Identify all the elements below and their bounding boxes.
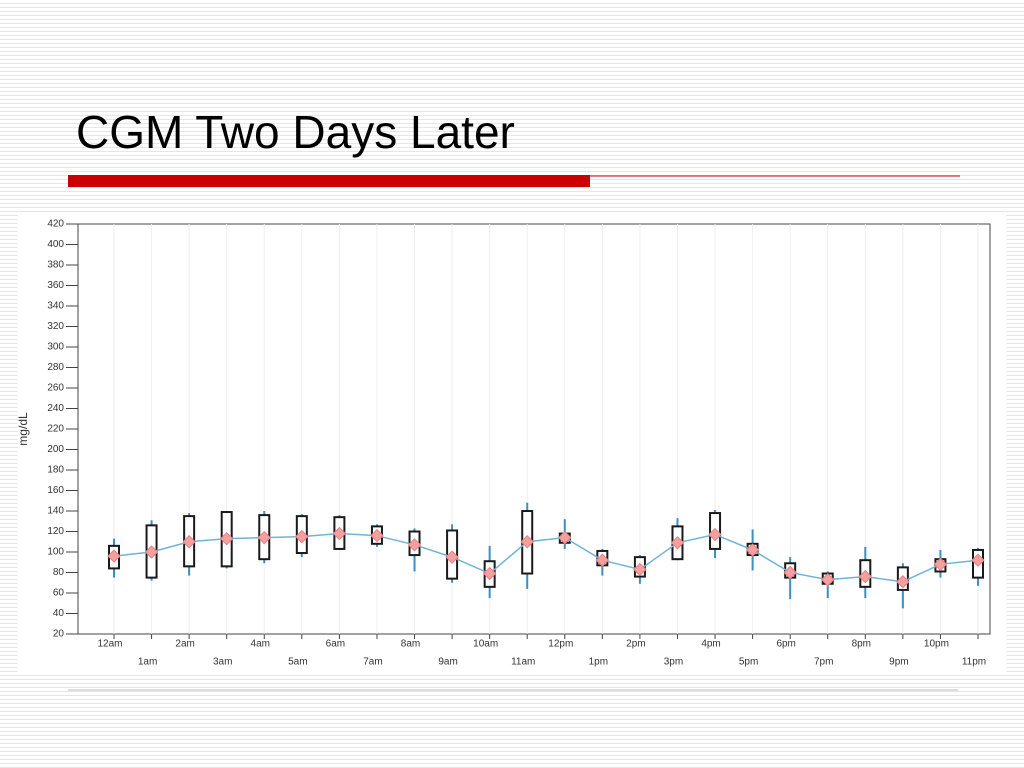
y-tick-label: 180 (47, 465, 64, 476)
mean-marker (896, 575, 910, 589)
y-tick-label: 100 (47, 547, 64, 558)
title-bar (68, 175, 590, 187)
x-tick-label: 8pm (852, 639, 871, 650)
y-tick-label: 260 (47, 383, 64, 394)
y-tick-label: 320 (47, 321, 64, 332)
plot-area (77, 223, 991, 635)
x-tick-label: 9pm (889, 657, 908, 668)
mean-marker (482, 566, 497, 581)
y-tick-label: 160 (47, 485, 64, 496)
mean-marker (144, 545, 159, 559)
y-tick-label: 360 (47, 280, 64, 291)
mean-marker (219, 531, 234, 546)
mean-marker (745, 543, 760, 557)
x-tick-label: 1pm (589, 657, 608, 668)
mean-marker (933, 557, 948, 572)
mean-marker (332, 526, 347, 541)
mean-marker (595, 553, 610, 567)
x-tick-label: 10pm (924, 639, 949, 650)
y-tick-label: 220 (47, 424, 64, 435)
y-tick-label: 300 (47, 342, 64, 353)
y-tick-label: 20 (53, 629, 65, 640)
x-tick-label: 5pm (739, 657, 758, 668)
y-tick-label: 120 (47, 526, 64, 537)
x-tick-label: 5am (288, 657, 307, 668)
x-tick-label: 1am (138, 657, 157, 668)
y-axis-label: mg/dL (16, 412, 30, 446)
mean-marker (558, 530, 572, 545)
x-tick-label: 12pm (548, 639, 573, 650)
mean-marker (670, 536, 685, 550)
x-tick-label: 2pm (626, 639, 645, 650)
x-tick-label: 3am (213, 657, 232, 668)
y-tick-label: 60 (53, 588, 65, 599)
x-tick-label: 10am (473, 639, 498, 650)
x-tick-label: 12am (97, 639, 122, 650)
mean-marker (257, 530, 271, 545)
mean-marker (295, 529, 309, 544)
y-tick-label: 40 (53, 608, 65, 619)
mean-marker (633, 562, 647, 577)
mean-marker (708, 527, 722, 542)
y-tick-label: 240 (47, 403, 64, 414)
x-tick-label: 7pm (814, 657, 833, 668)
x-tick-label: 7am (363, 657, 382, 668)
x-tick-label: 11am (511, 657, 535, 668)
y-tick-label: 380 (47, 260, 64, 271)
x-tick-label: 8am (401, 639, 420, 650)
y-tick-label: 420 (47, 219, 64, 230)
mean-marker (971, 553, 985, 567)
y-tick-label: 340 (47, 301, 64, 312)
x-tick-label: 2am (175, 639, 194, 650)
mean-marker (445, 550, 459, 564)
y-tick-label: 400 (47, 239, 64, 250)
chart-title: CGM Two Days Later (76, 106, 515, 158)
mean-marker (407, 538, 422, 552)
x-tick-label: 3pm (664, 657, 683, 668)
mean-marker (182, 535, 196, 549)
mean-marker (520, 535, 534, 549)
mean-marker (783, 565, 797, 580)
x-tick-label: 6pm (776, 639, 795, 650)
x-tick-label: 4pm (701, 639, 720, 650)
y-tick-label: 140 (47, 506, 64, 517)
mean-marker (370, 528, 384, 543)
mean-marker (107, 549, 121, 563)
x-tick-label: 4am (251, 639, 270, 650)
y-tick-label: 80 (53, 567, 65, 578)
mean-marker (821, 572, 835, 587)
x-tick-label: 9am (438, 657, 457, 668)
x-tick-label: 11pm (962, 657, 986, 668)
mean-marker (858, 569, 873, 584)
x-tick-label: 6am (326, 639, 345, 650)
y-tick-label: 200 (47, 444, 64, 455)
y-tick-label: 280 (47, 362, 64, 373)
